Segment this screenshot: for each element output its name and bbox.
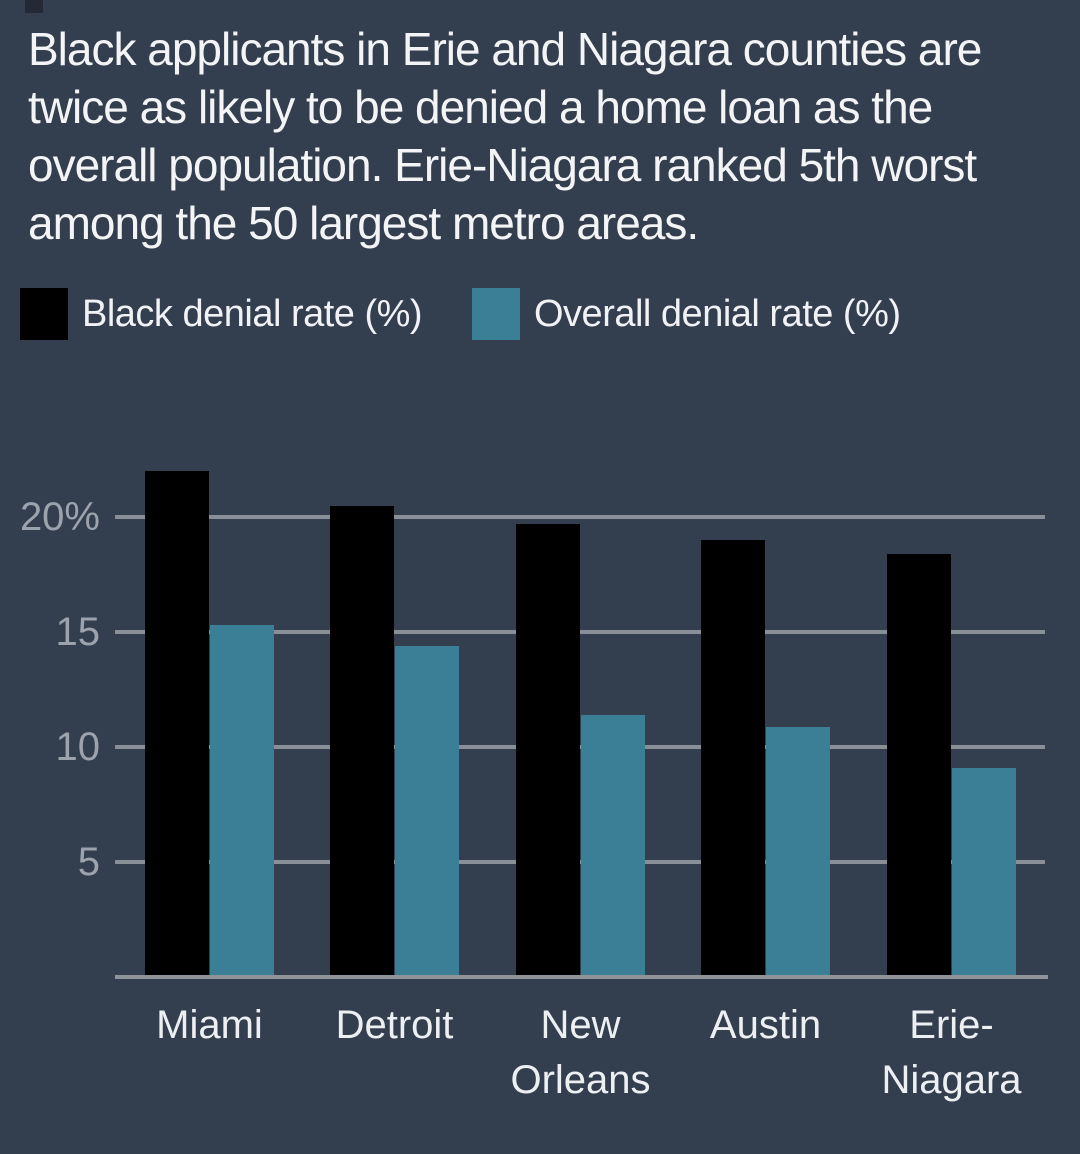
y-axis-tick-label-15: 15 [55, 610, 101, 654]
x-axis-label-erie-niagara: Erie- Niagara [842, 998, 1062, 1108]
bar-austin-overall-denial-rate [766, 727, 830, 975]
gridline-15 [115, 630, 1045, 634]
bar-new-orleans-overall-denial-rate [581, 715, 645, 975]
x-axis-line [115, 975, 1048, 979]
legend-swatch-teal [472, 288, 520, 340]
bar-new-orleans-black-denial-rate [516, 524, 580, 975]
gridline-5 [115, 860, 1045, 864]
bar-miami-overall-denial-rate [210, 625, 274, 975]
chart-title-line: overall population. Erie-Niagara ranked … [28, 139, 977, 191]
x-axis-label-line: Erie- [909, 1003, 994, 1047]
bar-detroit-black-denial-rate [330, 506, 394, 975]
x-axis-label-line: Detroit [335, 1003, 454, 1047]
x-axis-label-line: Miami [156, 1003, 263, 1047]
chart-title-line: among the 50 largest metro areas. [28, 197, 699, 249]
gridline-10 [115, 745, 1045, 749]
x-axis-label-line: New [540, 1003, 621, 1047]
bar-erie-niagara-black-denial-rate [887, 554, 951, 975]
chart-title-line: twice as likely to be denied a home loan… [28, 81, 933, 133]
x-axis-label-line: Orleans [510, 1058, 651, 1102]
bar-austin-black-denial-rate [701, 540, 765, 975]
bar-detroit-overall-denial-rate [395, 646, 459, 975]
chart-title: Black applicants in Erie and Niagara cou… [28, 20, 1058, 252]
legend-label-black-denial-rate: Black denial rate (%) [82, 293, 423, 335]
x-axis-label-line: Niagara [881, 1058, 1022, 1102]
x-axis-label-miami: Miami [100, 998, 320, 1053]
legend-label-overall-denial-rate: Overall denial rate (%) [534, 293, 901, 335]
x-axis-label-line: Austin [709, 1003, 822, 1047]
y-axis-tick-label-5: 5 [77, 840, 100, 884]
bar-miami-black-denial-rate [145, 471, 209, 975]
x-axis-label-detroit: Detroit [285, 998, 505, 1053]
legend-swatch-black [20, 288, 68, 340]
x-axis-label-austin: Austin [656, 998, 876, 1053]
gridline-20 [115, 515, 1045, 519]
screen-corner-artifact [25, 0, 43, 13]
y-axis-tick-label-20: 20% [19, 495, 100, 539]
chart-title-line: Black applicants in Erie and Niagara cou… [28, 23, 982, 75]
y-axis-tick-label-10: 10 [55, 725, 101, 769]
x-axis-label-new-orleans: New Orleans [471, 998, 691, 1108]
bar-erie-niagara-overall-denial-rate [952, 768, 1016, 975]
